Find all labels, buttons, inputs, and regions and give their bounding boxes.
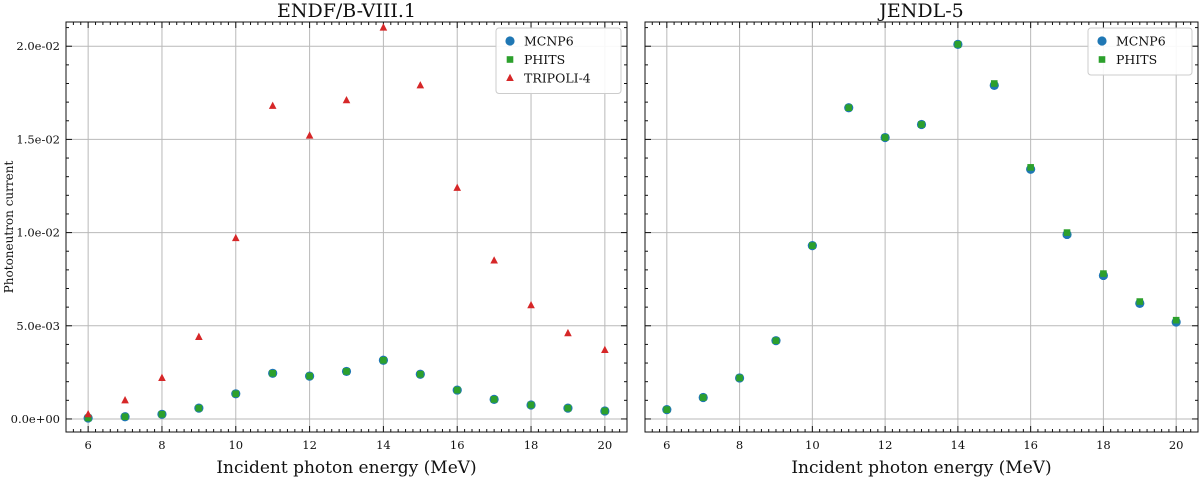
- data-point-phits: [736, 374, 743, 382]
- plot-frame: [65, 21, 628, 433]
- x-tick-label: 14: [951, 438, 966, 452]
- data-point-phits: [845, 104, 853, 112]
- x-axis-label: Incident photon energy (MeV): [216, 458, 476, 478]
- legend-marker-tripoli-4: [506, 73, 514, 81]
- data-point-phits: [954, 41, 962, 48]
- x-tick-label: 8: [736, 438, 743, 452]
- legend-label-tripoli-4: TRIPOLI-4: [524, 71, 591, 86]
- data-point-tripoli-4: [231, 233, 240, 242]
- x-tick-label: 20: [598, 438, 613, 452]
- data-point-phits: [601, 407, 609, 415]
- data-point-tripoli-4: [601, 345, 609, 353]
- chart-title: ENDF/B-VIII.1: [277, 0, 416, 22]
- x-tick-label: 14: [376, 438, 391, 452]
- data-point-tripoli-4: [453, 183, 462, 191]
- data-point-phits: [417, 370, 424, 378]
- legend: MCNP6 PHITS: [1087, 27, 1193, 76]
- data-point-phits: [380, 356, 387, 364]
- data-point-phits: [881, 134, 889, 141]
- data-point-phits: [1027, 164, 1034, 171]
- legend-label-mcnp6: MCNP6: [524, 34, 574, 49]
- data-point-phits: [490, 396, 498, 403]
- data-point-phits: [269, 369, 276, 377]
- legend-box: [1087, 27, 1193, 76]
- x-tick-label: 6: [84, 438, 91, 452]
- data-point-phits: [232, 390, 240, 398]
- legend-label-phits: PHITS: [1116, 52, 1157, 67]
- data-point-phits: [918, 121, 925, 128]
- data-point-phits: [699, 394, 707, 401]
- x-tick-label: 18: [1096, 438, 1111, 452]
- data-point-tripoli-4: [416, 81, 425, 89]
- panel-right: 6 8 10 12 14 16 18 20 JENDL-5 Incident photon ene…: [644, 0, 1199, 478]
- x-tick-label: 8: [158, 438, 165, 452]
- legend: MCNP6 PHITS TRIPOLI-4: [495, 27, 622, 94]
- data-point-phits: [564, 404, 572, 412]
- data-point-tripoli-4: [268, 101, 277, 109]
- data-point-tripoli-4: [379, 23, 388, 31]
- data-point-tripoli-4: [490, 256, 498, 264]
- data-point-tripoli-4: [84, 409, 92, 418]
- y-tick-label: 1.0e-02: [16, 226, 60, 240]
- data-point-phits: [195, 404, 203, 412]
- data-point-phits: [772, 337, 780, 344]
- data-point-tripoli-4: [342, 95, 351, 104]
- data-point-tripoli-4: [158, 373, 166, 381]
- x-tick-label: 10: [228, 438, 243, 452]
- legend-box: [495, 27, 622, 94]
- data-point-tripoli-4: [564, 328, 572, 337]
- data-point-phits: [84, 414, 92, 422]
- legend-marker-mcnp6: [1097, 36, 1107, 46]
- x-tick-label: 12: [302, 438, 317, 452]
- x-tick-label: 12: [878, 438, 893, 452]
- data-point-phits: [306, 372, 313, 380]
- data-point-phits: [990, 80, 998, 87]
- legend-marker-mcnp6: [505, 36, 515, 46]
- legend-label-phits: PHITS: [524, 52, 565, 67]
- data-point-phits: [809, 242, 816, 249]
- y-tick-label: 0.0e+00: [11, 412, 60, 426]
- data-point-phits: [121, 413, 129, 421]
- x-tick-label: 16: [1023, 438, 1038, 452]
- legend-label-mcnp6: MCNP6: [1116, 34, 1166, 49]
- plot-frame: [644, 21, 1199, 433]
- data-point-phits: [158, 410, 166, 418]
- x-tick-label: 18: [524, 438, 539, 452]
- data-point-tripoli-4: [195, 332, 203, 340]
- x-axis-label: Incident photon energy (MeV): [791, 458, 1051, 478]
- y-tick-label: 1.5e-02: [16, 132, 60, 146]
- panel-left: 6 8 10 12 14 16 18 20 0.0e+00 5.0e-03 1.0e-02 1.5e-…: [2, 0, 628, 478]
- data-point-phits: [1063, 229, 1071, 236]
- data-point-tripoli-4: [121, 396, 129, 404]
- data-point-phits: [453, 386, 461, 394]
- data-point-phits: [1136, 298, 1144, 305]
- legend-marker-phits: [1098, 56, 1106, 63]
- x-tick-label: 16: [450, 438, 465, 452]
- data-point-phits: [1100, 270, 1107, 277]
- chart-title: JENDL-5: [877, 0, 963, 22]
- legend-marker-phits: [506, 56, 514, 63]
- data-point-phits: [663, 406, 671, 413]
- x-tick-label: 6: [663, 438, 670, 452]
- x-tick-label: 20: [1169, 438, 1184, 452]
- x-tick-label: 10: [805, 438, 820, 452]
- y-tick-label: 5.0e-03: [16, 319, 60, 333]
- data-point-tripoli-4: [527, 300, 535, 309]
- data-point-phits: [1172, 316, 1180, 324]
- y-axis-label: Photoneutron current: [2, 161, 16, 294]
- data-point-tripoli-4: [305, 131, 314, 139]
- data-point-phits: [343, 368, 350, 375]
- y-tick-label: 2.0e-02: [16, 39, 60, 53]
- data-point-phits: [527, 401, 535, 409]
